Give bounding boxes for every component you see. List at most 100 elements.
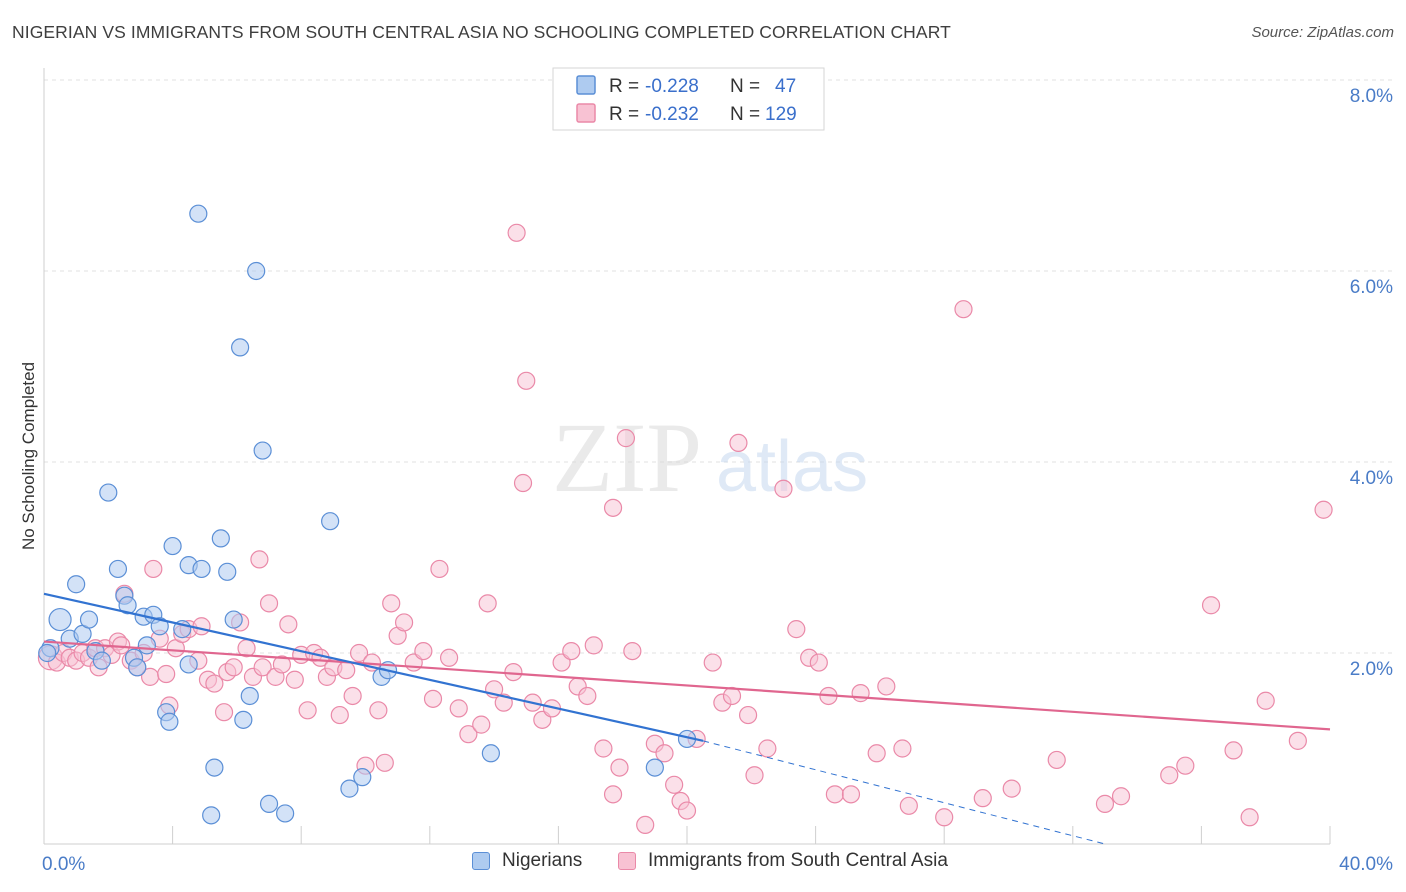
immigrants-point xyxy=(430,559,449,579)
nigerians-point xyxy=(259,794,279,813)
immigrants-point xyxy=(253,658,272,677)
immigrants-point xyxy=(973,789,992,808)
immigrants-point xyxy=(610,758,629,777)
immigrants-point xyxy=(507,223,526,242)
nigerians-point xyxy=(240,686,259,706)
immigrants-point xyxy=(423,689,443,708)
nigerians-point xyxy=(92,651,111,670)
nigerians-point xyxy=(340,779,359,798)
immigrants-point xyxy=(954,300,973,319)
immigrants-point xyxy=(349,643,369,663)
y-tick-label-1: 4.0% xyxy=(1350,468,1393,489)
immigrants-point xyxy=(774,479,793,498)
immigrants-point xyxy=(298,701,317,720)
immigrants-point xyxy=(841,785,861,804)
immigrants-point xyxy=(272,655,292,674)
immigrants-point xyxy=(513,473,533,493)
nigerians-point xyxy=(79,610,99,629)
y-tick-label-3: 8.0% xyxy=(1350,86,1393,107)
immigrants-point xyxy=(157,664,176,684)
y-tick-label-2: 6.0% xyxy=(1350,277,1393,298)
legend-swatch-immigrants xyxy=(618,852,636,870)
immigrants-point xyxy=(787,620,806,639)
legend-label-immigrants: Immigrants from South Central Asia xyxy=(648,850,948,871)
immigrants-point xyxy=(394,613,414,632)
axes xyxy=(43,68,1331,845)
immigrants-point xyxy=(877,677,896,696)
legend-item-immigrants: Immigrants from South Central Asia xyxy=(618,850,948,872)
nigerians-point xyxy=(67,575,86,594)
immigrants-point xyxy=(1111,787,1131,806)
immigrants-point xyxy=(337,661,356,680)
trend-line-nigerians xyxy=(43,592,704,742)
immigrants-point xyxy=(1201,596,1221,615)
immigrants-point xyxy=(459,725,478,744)
nigerians-point xyxy=(353,768,372,787)
immigrants-point xyxy=(893,739,912,758)
immigrants-point xyxy=(899,796,918,815)
immigrants-point xyxy=(745,766,764,785)
legend-r-label-2: R = xyxy=(609,104,639,125)
immigrants-point xyxy=(825,785,844,804)
nigerians-point xyxy=(481,744,500,763)
legend-n-value-2: 129 xyxy=(765,104,797,125)
legend-r-value-2: -0.232 xyxy=(645,104,699,125)
legend-n-label-2: N = xyxy=(730,104,760,125)
immigrants-point xyxy=(1160,766,1179,785)
immigrants-point xyxy=(250,550,269,569)
legend-swatch-nigerians xyxy=(472,852,490,870)
trend-line-immigrants xyxy=(43,640,1331,731)
immigrants-point xyxy=(224,658,243,677)
immigrants-point xyxy=(382,594,401,613)
nigerians-point xyxy=(38,643,57,663)
nigerians-point xyxy=(128,658,147,677)
immigrants-point xyxy=(809,653,828,672)
immigrants-point xyxy=(205,674,224,693)
immigrants-point xyxy=(369,701,388,720)
legend-swatch-blue xyxy=(576,75,596,95)
nigerians-point xyxy=(224,610,243,629)
immigrants-point xyxy=(603,785,623,804)
immigrants-point xyxy=(472,715,491,734)
nigerians-point xyxy=(108,559,128,579)
nigerians-point xyxy=(205,758,224,777)
immigrants-point xyxy=(665,775,684,794)
immigrants-point xyxy=(935,808,954,827)
legend-n-label-1: N = xyxy=(730,76,760,97)
nigerians-point xyxy=(99,483,118,502)
legend-label-nigerians: Nigerians xyxy=(502,850,583,871)
nigerians-point xyxy=(189,204,208,223)
immigrants-point xyxy=(703,653,722,672)
trend-lines xyxy=(43,592,1331,845)
legend-r-label-1: R = xyxy=(609,76,639,97)
tick-labels: 2.0% 4.0% 6.0% 8.0% 0.0% 40.0% xyxy=(42,86,1393,875)
nigerians-point xyxy=(231,338,250,357)
watermark-zip: ZIP xyxy=(552,402,702,513)
immigrants-point xyxy=(259,594,279,613)
legend-bottom: Nigerians Immigrants from South Central … xyxy=(0,850,1406,880)
immigrants-point xyxy=(1176,756,1195,775)
immigrants-point xyxy=(603,498,623,517)
nigerians-point xyxy=(253,441,272,460)
nigerians-point xyxy=(179,655,198,674)
immigrants-point xyxy=(655,744,674,763)
nigerians-point xyxy=(192,559,211,579)
immigrants-point xyxy=(214,703,234,722)
immigrants-point xyxy=(623,641,642,661)
chart-title: NIGERIAN VS IMMIGRANTS FROM SOUTH CENTRA… xyxy=(12,22,951,42)
immigrants-point xyxy=(729,433,748,452)
nigerians-point xyxy=(137,636,156,655)
immigrants-point xyxy=(449,699,468,718)
immigrants-point xyxy=(192,617,211,636)
immigrants-point xyxy=(330,705,349,725)
immigrants-point xyxy=(867,744,886,763)
legend-n-value-1: 47 xyxy=(775,76,796,97)
nigerians-point xyxy=(202,806,221,825)
nigerians-point xyxy=(247,261,266,281)
nigerians-point xyxy=(645,758,664,777)
immigrants-point xyxy=(616,429,636,448)
legend-top: R = -0.228 N = 47 R = -0.232 N = 129 xyxy=(552,67,825,131)
x-tick-label-0: 0.0% xyxy=(42,854,85,875)
immigrants-point xyxy=(375,753,394,772)
immigrants-point xyxy=(594,739,613,758)
